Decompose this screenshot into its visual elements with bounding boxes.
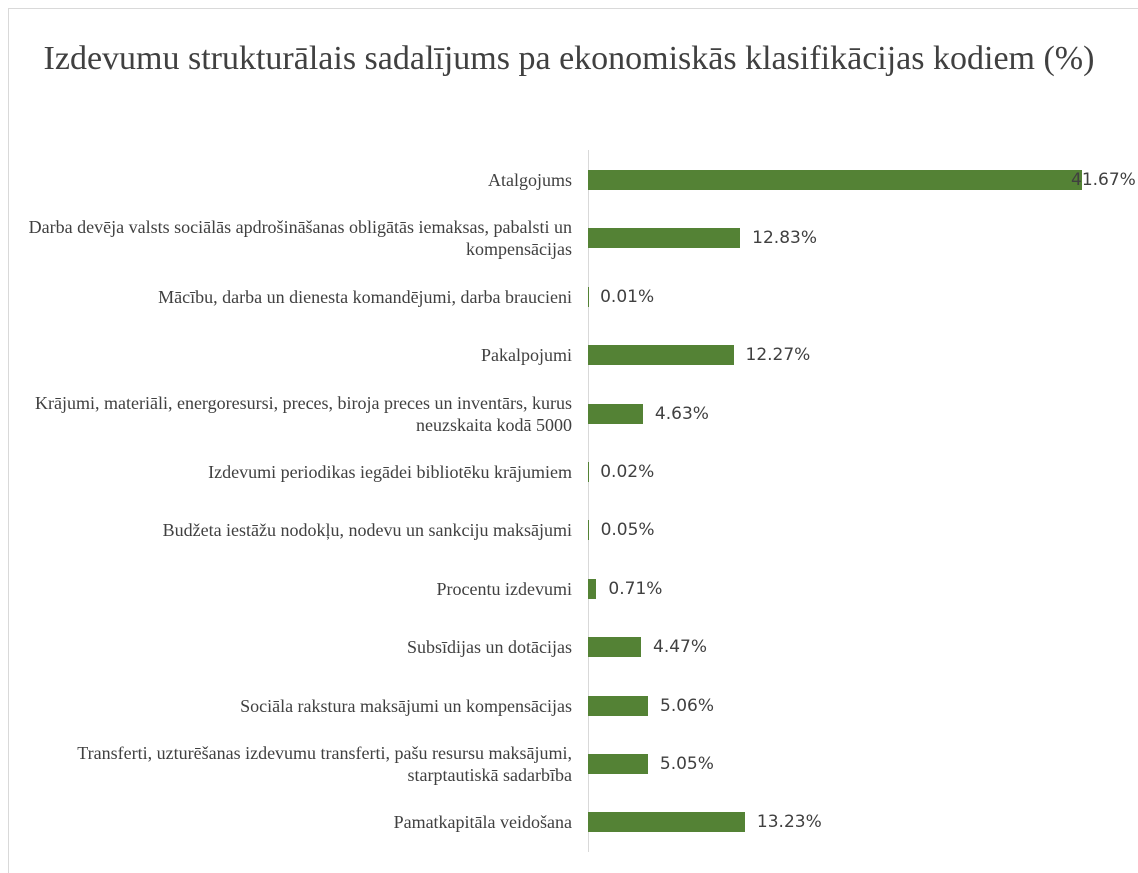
y-tick-label: Budžeta iestāžu nodokļu, nodevu un sankc… (162, 520, 572, 541)
data-label: 0.05% (600, 520, 655, 541)
y-tick-label: Izdevumi periodikas iegādei bibliotēku k… (208, 462, 572, 482)
category-axis (588, 150, 589, 852)
data-label: 0.01% (600, 286, 655, 307)
bar (588, 403, 643, 424)
bar (588, 345, 734, 366)
y-tick-label: Subsīdijas un dotācijas (407, 637, 572, 658)
y-tick-label: Krājumi, materiāli, energoresursi, prece… (35, 392, 572, 435)
data-label: 12.83% (752, 228, 817, 249)
bar (588, 228, 741, 249)
bar (588, 695, 648, 716)
chart-title: Izdevumu strukturālais sadalījums pa eko… (43, 40, 1095, 77)
data-label: 41.67% (1071, 170, 1136, 190)
bar (588, 754, 648, 774)
data-label: 12.27% (745, 345, 811, 366)
data-label: 4.47% (653, 637, 708, 658)
y-tick-label: Darba devēja valsts sociālās apdrošināša… (28, 217, 572, 260)
y-tick-label: Pakalpojumi (481, 345, 572, 366)
data-label: 4.63% (654, 403, 709, 424)
data-label: 5.06% (660, 695, 715, 716)
y-tick-label: Procentu izdevumi (436, 578, 572, 599)
y-tick-label: Atalgojums (488, 170, 572, 190)
y-tick-label: Pamatkapitāla veidošana (393, 812, 572, 833)
bar (588, 578, 597, 599)
bar (588, 637, 641, 658)
data-label: 5.05% (659, 754, 714, 774)
y-tick-label: Sociāla rakstura maksājumi un kompensāci… (240, 695, 572, 716)
data-label: 13.23% (756, 812, 822, 833)
y-tick-label: Mācību, darba un dienesta komandējumi, d… (158, 286, 572, 307)
bar (588, 812, 745, 833)
data-label: 0.02% (600, 462, 655, 482)
data-label: 0.71% (608, 578, 663, 599)
bar (588, 170, 1083, 190)
bar (588, 520, 589, 541)
y-tick-label: Transferti, uzturēšanas izdevumu transfe… (77, 743, 572, 785)
chart-frame (8, 8, 1138, 873)
